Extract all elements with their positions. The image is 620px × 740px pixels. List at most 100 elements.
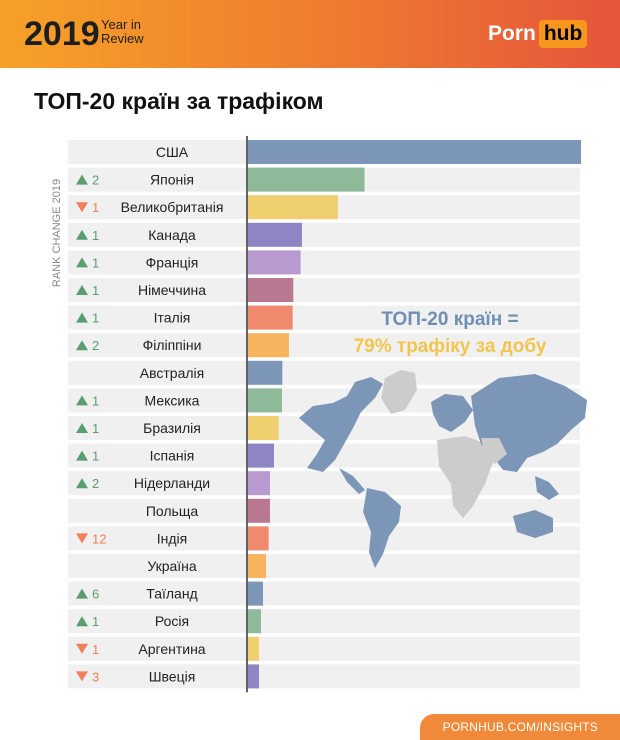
country-label: Таїланд — [146, 586, 197, 602]
rank-up-icon — [76, 588, 88, 599]
row-background — [68, 222, 580, 247]
country-label: Індія — [157, 530, 187, 546]
country-label: Канада — [148, 227, 196, 243]
rank-up-icon — [76, 174, 88, 185]
rank-change-value: 1 — [92, 200, 99, 215]
bar — [248, 388, 282, 413]
rank-up-icon — [76, 395, 88, 406]
country-label: Мексика — [145, 392, 200, 408]
rank-change-value: 1 — [92, 614, 99, 629]
country-label: Італія — [154, 310, 191, 326]
country-labels: США Японія Великобританія Канада Франція Німе… — [121, 144, 224, 684]
rank-change-value: 1 — [92, 228, 99, 243]
row-background — [68, 636, 580, 661]
bars — [248, 140, 581, 689]
rank-change-value: 2 — [92, 173, 99, 188]
country-label: Франція — [146, 254, 199, 270]
header-banner: 2019 Year in Review Porn hub — [0, 0, 620, 68]
country-label: Великобританія — [121, 199, 224, 215]
map-greenland — [381, 370, 417, 414]
rank-change-value: 1 — [92, 421, 99, 436]
bar — [248, 664, 259, 689]
rank-up-icon — [76, 450, 88, 461]
world-map-illustration — [299, 370, 587, 568]
rank-change-axis-label: RANK CHANGE 2019 — [51, 179, 63, 287]
footer-link-text: PORNHUB.COM/INSIGHTS — [442, 720, 598, 734]
country-label: Австралія — [140, 365, 204, 381]
bar — [248, 581, 263, 606]
bar — [248, 471, 270, 496]
rank-up-icon — [76, 478, 88, 489]
row-background — [68, 554, 580, 578]
rank-up-icon — [76, 340, 88, 351]
row-background — [68, 498, 580, 523]
map-africa — [437, 436, 493, 518]
map-north-america — [299, 377, 383, 472]
map-central-america — [339, 468, 365, 494]
bar — [248, 416, 279, 440]
bar — [248, 195, 338, 220]
year-in-review-line1: Year in — [101, 17, 141, 32]
country-label: Польща — [146, 503, 199, 519]
bar — [248, 305, 293, 330]
bar — [248, 250, 301, 275]
bar — [248, 526, 269, 551]
chart-title: ТОП-20 країн за трафіком — [34, 88, 324, 114]
rank-down-icon — [76, 671, 88, 682]
map-europe — [431, 394, 473, 432]
bar — [248, 333, 289, 358]
rank-change-value: 1 — [92, 449, 99, 464]
bar — [248, 222, 302, 247]
rank-down-icon — [76, 533, 88, 544]
row-background — [68, 250, 580, 275]
row-background — [68, 471, 580, 496]
rank-change-value: 1 — [92, 255, 99, 270]
country-label: Японія — [150, 172, 194, 188]
rank-up-icon — [76, 285, 88, 295]
country-label: Росія — [155, 613, 189, 629]
bar — [248, 443, 274, 468]
country-label: США — [156, 144, 189, 160]
country-label: Україна — [147, 558, 197, 574]
overlay-text-line2: 79% трафіку за добу — [353, 336, 547, 357]
logo-text-part2: hub — [538, 20, 588, 48]
bar — [248, 609, 261, 634]
year-in-review-line2: Review — [101, 31, 144, 46]
bar — [248, 636, 259, 661]
bar — [248, 498, 270, 523]
rank-change-value: 2 — [92, 338, 99, 353]
row-background — [68, 333, 580, 358]
rank-change-value: 2 — [92, 476, 99, 491]
rank-change-value: 1 — [92, 393, 99, 408]
country-label: Філіппіни — [143, 337, 202, 353]
row-background — [68, 609, 580, 634]
map-australia — [513, 510, 553, 538]
country-label: Бразилія — [143, 420, 201, 436]
brand-logo: Porn hub — [488, 20, 588, 48]
rank-up-icon — [76, 616, 88, 627]
bar — [248, 140, 581, 164]
country-label: Аргентина — [138, 641, 205, 657]
rank-change-value: 1 — [92, 311, 99, 326]
row-background — [68, 664, 580, 689]
rank-up-icon — [76, 312, 88, 323]
overlay-text-line1: ТОП-20 країн = — [381, 309, 519, 330]
row-background — [68, 305, 580, 330]
rank-change-value: 12 — [92, 531, 106, 546]
logo-text-part1: Porn — [488, 22, 536, 45]
rank-up-icon — [76, 423, 88, 433]
row-background — [68, 526, 580, 551]
bar — [248, 278, 294, 302]
year-in-review-label: Year in Review — [101, 18, 144, 46]
map-south-america — [363, 488, 401, 568]
row-background — [68, 278, 580, 302]
country-label: Швеція — [149, 668, 196, 684]
chart-row-backgrounds — [68, 140, 580, 689]
year-label: 2019 — [24, 15, 100, 53]
rank-change-value: 6 — [92, 587, 99, 602]
country-label: Німеччина — [138, 282, 206, 298]
rank-down-icon — [76, 643, 88, 654]
rank-up-icon — [76, 229, 88, 240]
country-label: Нідерланди — [134, 475, 210, 491]
